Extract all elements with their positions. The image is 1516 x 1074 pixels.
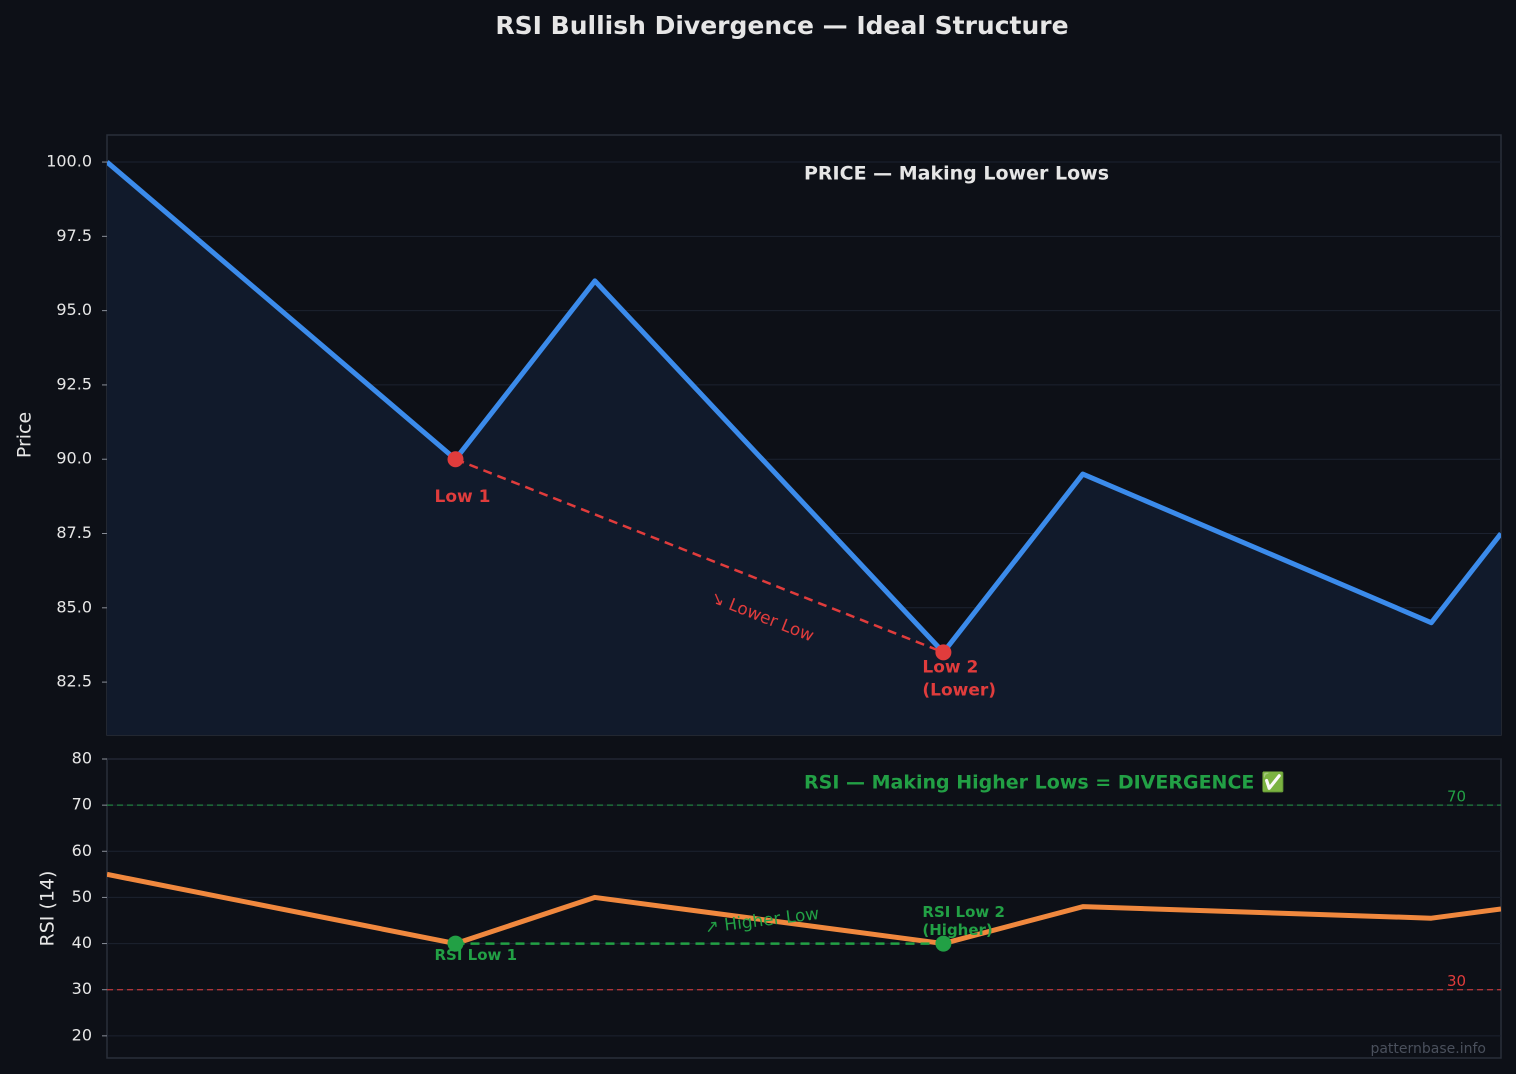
- chart-title: RSI Bullish Divergence — Ideal Structure: [495, 11, 1068, 40]
- y-tick-label: 92.5: [56, 374, 92, 393]
- low-label: RSI Low 1: [435, 946, 518, 964]
- y-tick-label: 50: [72, 887, 92, 906]
- y-tick-label: 97.5: [56, 226, 92, 245]
- panel-title: RSI — Making Higher Lows = DIVERGENCE ✅: [804, 771, 1285, 794]
- watermark: patternbase.info: [1370, 1041, 1486, 1057]
- y-tick-label: 40: [72, 933, 92, 952]
- y-tick-label: 30: [72, 979, 92, 998]
- low-marker: [447, 451, 464, 468]
- y-tick-label: 100.0: [46, 152, 92, 171]
- low-label: (Higher): [922, 921, 992, 939]
- y-axis-label: Price: [14, 412, 36, 458]
- plot-area: [106, 758, 1502, 1059]
- y-tick-label: 90.0: [56, 449, 92, 468]
- reference-label: 30: [1447, 972, 1466, 990]
- low-marker: [447, 935, 464, 952]
- low-label: RSI Low 2: [922, 903, 1005, 921]
- area: [107, 162, 1501, 735]
- y-tick-label: 60: [72, 841, 92, 860]
- y-tick-label: 80: [72, 749, 92, 768]
- low-label: Low 1: [435, 487, 491, 507]
- low-marker: [935, 644, 952, 661]
- divergence-line: [455, 458, 944, 654]
- low-label: (Lower): [922, 680, 996, 700]
- low-marker: [935, 935, 952, 952]
- y-tick-label: 95.0: [56, 300, 92, 319]
- y-tick-label: 70: [72, 795, 92, 814]
- y-axis-label: RSI (14): [37, 871, 59, 947]
- y-tick-label: 20: [72, 1025, 92, 1044]
- y-tick-label: 87.5: [56, 523, 92, 542]
- y-tick-label: 82.5: [56, 672, 92, 691]
- low-label: Low 2: [922, 657, 978, 677]
- y-tick-label: 85.0: [56, 597, 92, 616]
- reference-label: 70: [1447, 788, 1466, 806]
- panel-title: PRICE — Making Lower Lows: [804, 163, 1109, 185]
